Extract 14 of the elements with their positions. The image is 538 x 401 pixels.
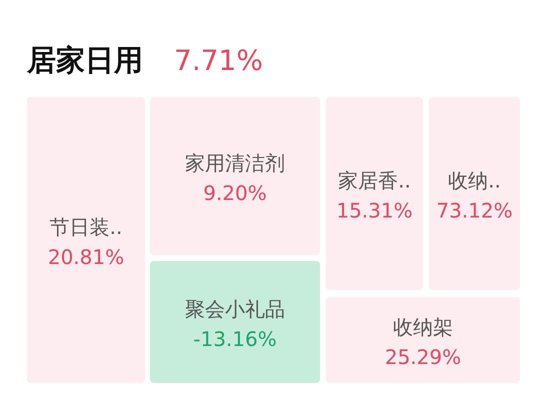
data-label: 15.31%	[336, 198, 413, 222]
data-label: 25.29%	[384, 345, 462, 369]
data-label: 20.81%	[48, 245, 124, 269]
category-label: 聚会小礼品	[185, 297, 285, 321]
data-label: 9.20%	[203, 181, 267, 205]
category-label: 节日装..	[50, 215, 122, 239]
category-label: 家居香..	[338, 168, 411, 192]
data-label: -13.16%	[193, 327, 277, 351]
category-label: 家用清洁剂	[185, 151, 285, 175]
data-label: 73.12%	[436, 198, 513, 222]
category-label: 收纳架	[393, 315, 453, 339]
title: 居家日用	[27, 43, 143, 77]
subtitle: 7.71%	[174, 44, 263, 77]
category-label: 收纳..	[448, 168, 501, 192]
